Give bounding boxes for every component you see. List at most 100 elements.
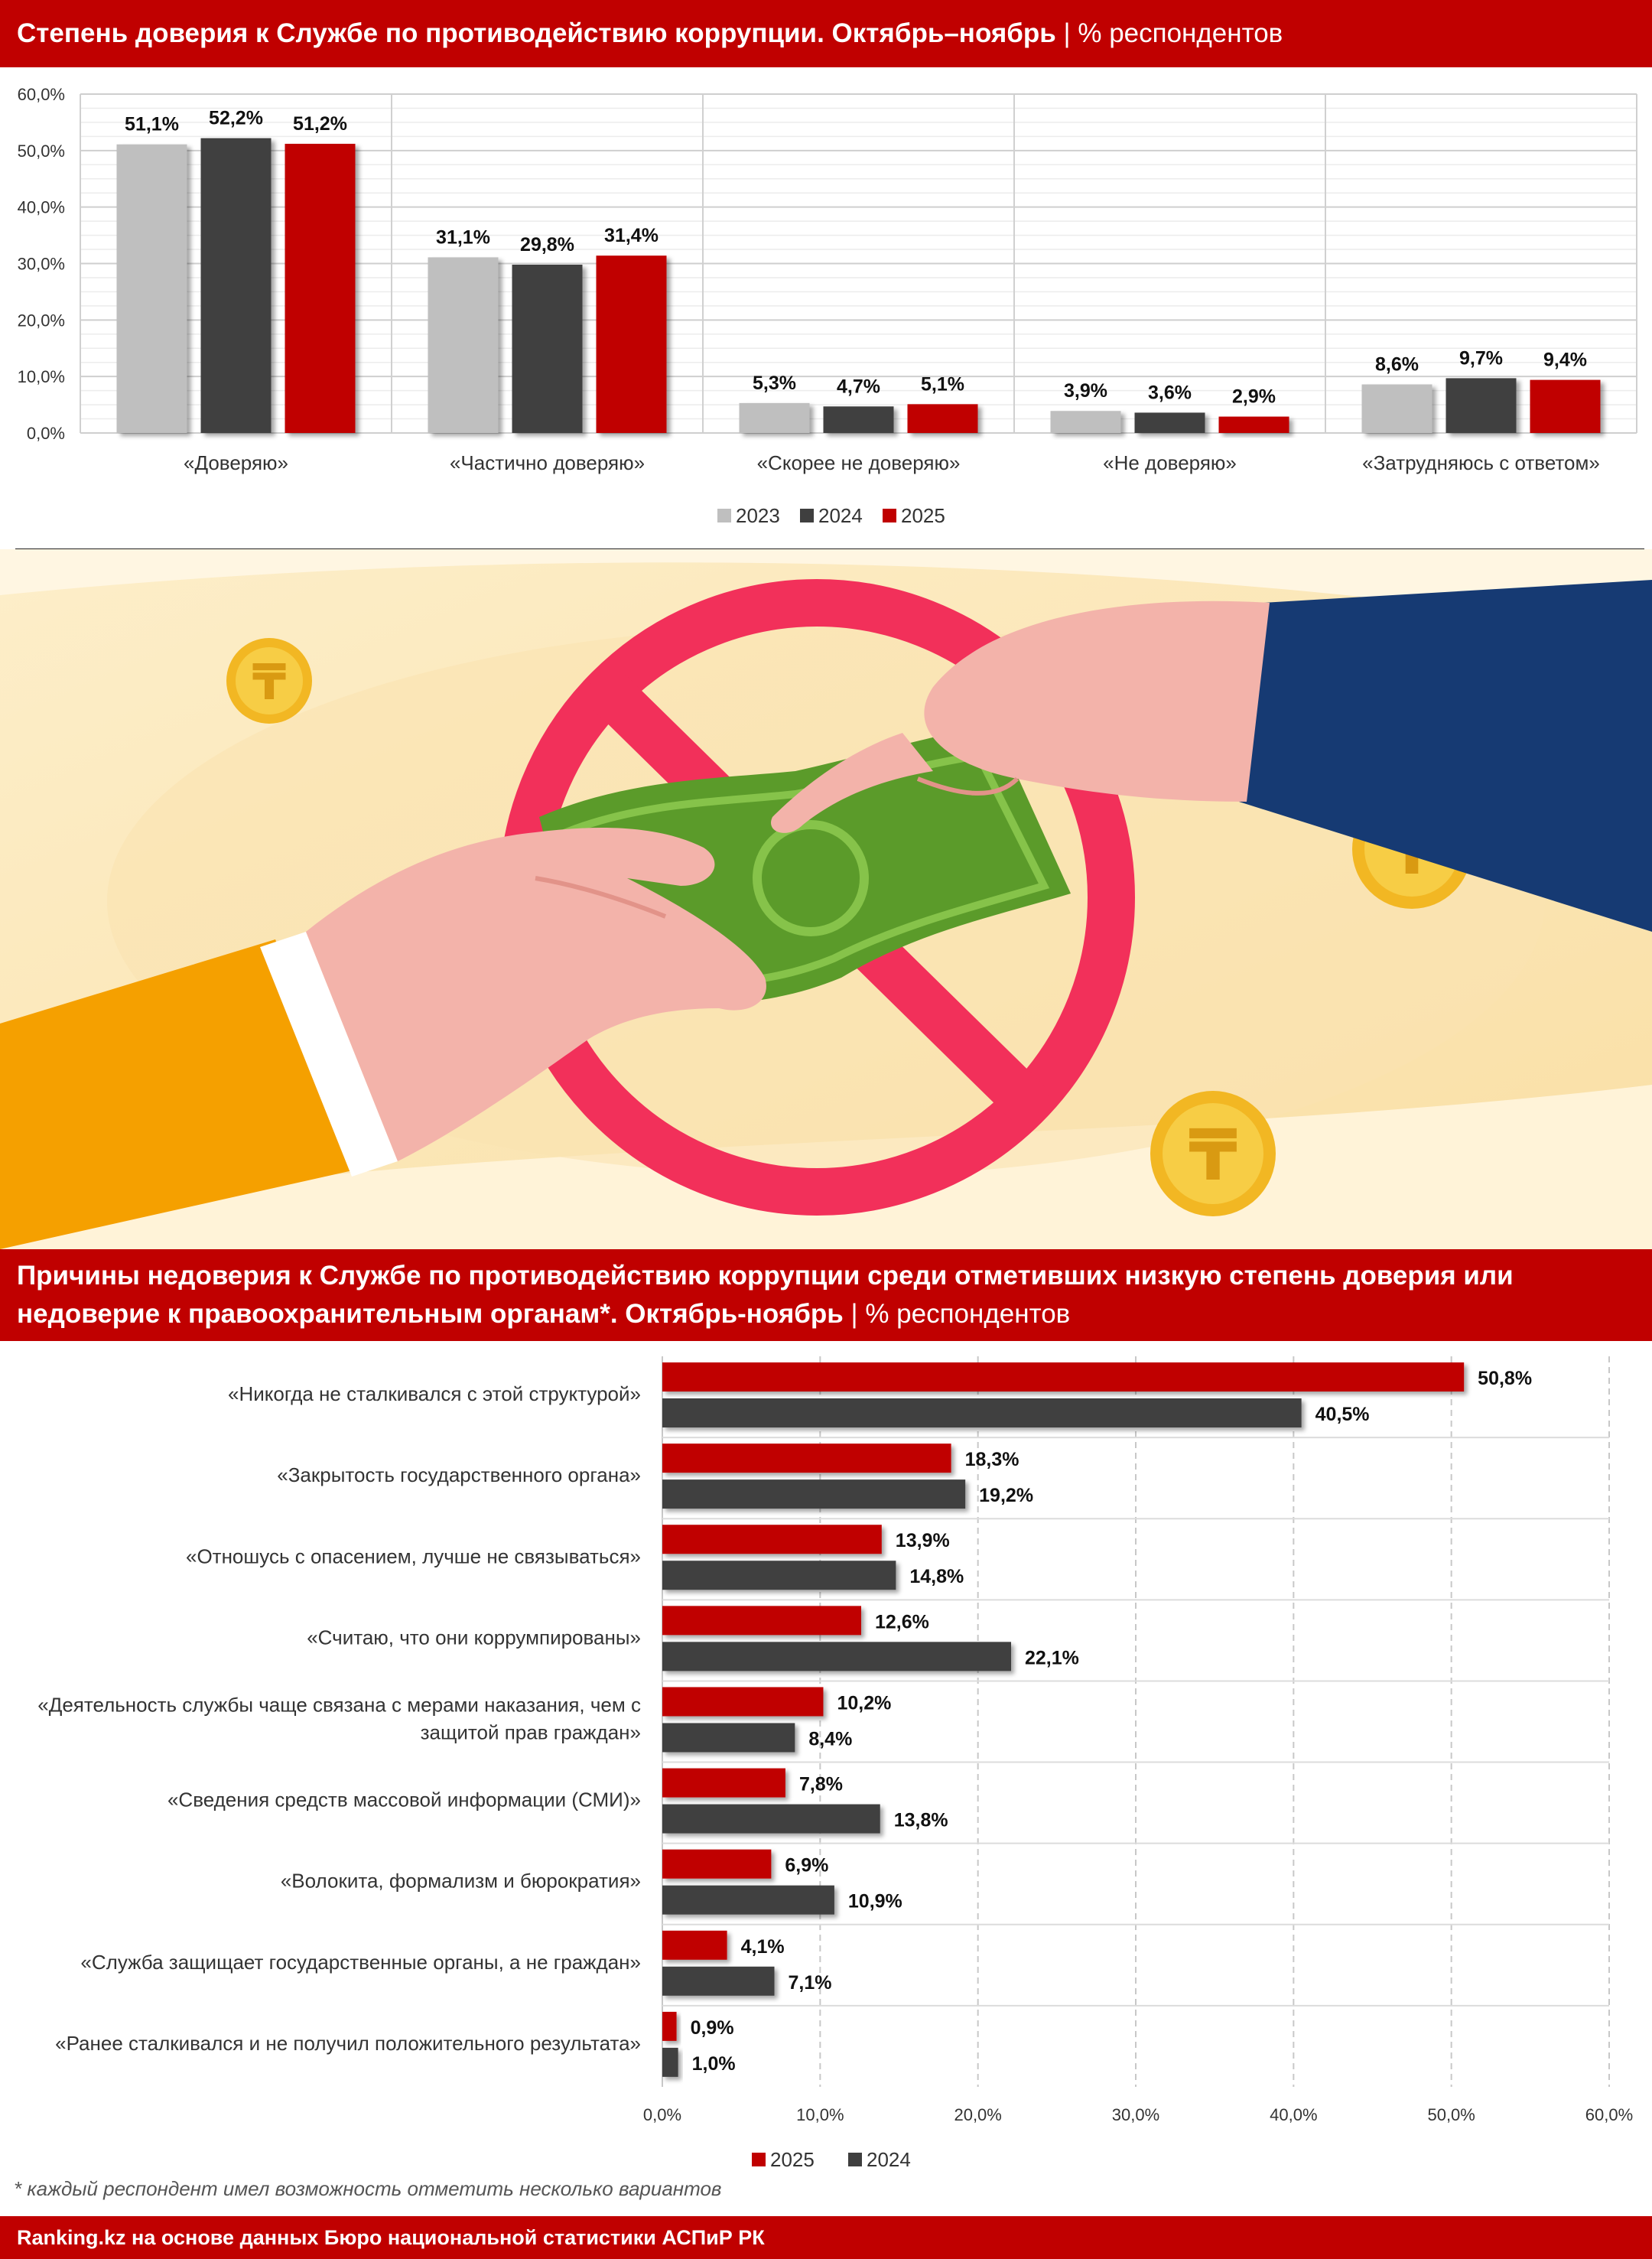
bar-2025 [662, 1444, 951, 1473]
bar-2024 [662, 2047, 678, 2077]
bar-2025 [285, 143, 356, 433]
bar-2024 [1134, 412, 1205, 433]
legend-swatch [752, 2153, 766, 2166]
y-tick-label: 50,0% [18, 142, 65, 161]
data-label: 51,1% [125, 114, 179, 135]
source-footer: Ranking.kz на основе данных Бюро национа… [0, 2216, 1652, 2259]
category-label: защитой прав граждан» [421, 1721, 641, 1744]
data-label: 6,9% [785, 1855, 828, 1877]
bar-2024 [200, 138, 272, 433]
data-label: 13,8% [894, 1810, 948, 1831]
data-label: 52,2% [209, 108, 263, 129]
bar-2025 [596, 256, 667, 433]
y-tick-label: 40,0% [18, 198, 65, 217]
bar-2024 [662, 1885, 834, 1915]
data-label: 4,7% [837, 376, 880, 397]
x-tick-label: 0,0% [643, 2105, 681, 2124]
data-label: 7,8% [799, 1774, 843, 1795]
bar-2025 [662, 1525, 882, 1554]
hand-giving-money-icon [0, 828, 766, 1249]
bar-2025 [1530, 379, 1601, 433]
data-label: 12,6% [875, 1611, 929, 1632]
category-label: «Отношусь с опасением, лучше не связыват… [186, 1545, 641, 1567]
bar-2024 [662, 1561, 896, 1590]
legend-swatch [848, 2153, 862, 2166]
category-label: «Деятельность службы чаще связана с мера… [37, 1694, 641, 1717]
data-label: 31,4% [604, 225, 659, 246]
y-tick-label: 10,0% [18, 367, 65, 386]
category-label: «Доверяю» [184, 451, 288, 474]
bar-2024 [662, 1966, 775, 1996]
chart2-unit: % респондентов [865, 1299, 1071, 1329]
legend-swatch [883, 509, 896, 522]
data-label: 4,1% [741, 1936, 785, 1958]
data-label: 9,4% [1543, 350, 1587, 371]
data-label: 7,1% [788, 1972, 831, 1994]
category-label: «Никогда не сталкивался с этой структуро… [228, 1382, 641, 1405]
bar-2023 [116, 144, 187, 433]
chart2-title-line2: недоверие к правоохранительным органам*.… [17, 1299, 844, 1329]
data-label: 22,1% [1025, 1647, 1079, 1668]
category-label: «Ранее сталкивался и не получил положите… [55, 2032, 641, 2055]
category-label: «Не доверяю» [1103, 451, 1237, 474]
bar-2025 [662, 1606, 861, 1636]
chart2-title-line1: Причины недоверия к Службе по противодей… [17, 1261, 1514, 1291]
chart1-title-banner: Степень доверия к Службе по противодейст… [0, 0, 1652, 67]
y-tick-label: 20,0% [18, 311, 65, 330]
data-label: 19,2% [979, 1485, 1033, 1506]
x-tick-label: 60,0% [1585, 2105, 1633, 2124]
bar-2024 [662, 1723, 795, 1753]
data-label: 18,3% [965, 1449, 1019, 1470]
x-tick-label: 40,0% [1270, 2105, 1317, 2124]
data-label: 31,1% [436, 226, 490, 248]
data-label: 8,4% [808, 1728, 852, 1750]
category-label: «Закрытость государственного органа» [277, 1463, 641, 1486]
y-tick-label: 0,0% [27, 424, 65, 443]
bar-2024 [1446, 378, 1517, 433]
data-label: 51,2% [293, 113, 347, 135]
chart1-unit: % респондентов [1078, 18, 1283, 48]
chart2-title-separator: | [843, 1299, 866, 1329]
chart1-title: Степень доверия к Службе по противодейст… [17, 18, 1056, 48]
x-tick-label: 30,0% [1112, 2105, 1159, 2124]
legend-swatch [717, 509, 731, 522]
legend-swatch [800, 509, 814, 522]
svg-text:₸: ₸ [1189, 1115, 1237, 1196]
x-tick-label: 20,0% [954, 2105, 1001, 2124]
source-text: Ranking.kz на основе данных Бюро национа… [17, 2226, 765, 2249]
data-label: 5,3% [753, 373, 796, 394]
distrust-reasons-chart: 0,0% 10,0% 20,0% 30,0% 40,0% 50,0% 60,0% 50,8%… [37, 1356, 1633, 2171]
data-label: 13,9% [896, 1530, 950, 1551]
bar-2025 [662, 1849, 772, 1879]
bar-2023 [1361, 384, 1432, 433]
category-label: «Сведения средств массовой информации (С… [167, 1789, 641, 1811]
anti-corruption-illustration: ₸ ₸ ₸ ₸ [0, 549, 1652, 1249]
bar-2024 [662, 1804, 880, 1834]
bar-2025 [662, 1768, 785, 1798]
chart1-title-separator: | [1055, 18, 1078, 48]
category-label: «Служба защищает государственные органы,… [80, 1951, 641, 1974]
data-label: 10,9% [848, 1891, 902, 1912]
tenge-glyph: ₸ [252, 655, 287, 711]
data-label: 29,8% [520, 234, 574, 256]
category-label: «Скорее не доверяю» [757, 451, 961, 474]
y-tick-label: 30,0% [18, 255, 65, 274]
bar-2024 [662, 1398, 1302, 1427]
legend-label: 2023 [736, 504, 780, 527]
data-label: 1,0% [692, 2053, 736, 2075]
tenge-coin-icon: ₸ [1150, 1091, 1276, 1216]
data-label: 8,6% [1375, 354, 1419, 376]
footnote: * каждый респондент имел возможность отм… [14, 2177, 722, 2200]
legend-label: 2024 [867, 2148, 911, 2171]
category-label: «Считаю, что они коррумпированы» [307, 1626, 641, 1649]
bar-2023 [1050, 411, 1121, 433]
legend-label: 2025 [901, 504, 945, 527]
data-label: 50,8% [1478, 1368, 1532, 1389]
category-label: «Волокита, формализм и бюрократия» [281, 1870, 641, 1893]
data-label: 9,7% [1459, 347, 1503, 369]
trust-level-chart: 0,0% 10,0% 20,0% 30,0% 40,0% 50,0% 60,0% 51,1%… [18, 85, 1637, 527]
data-label: 40,5% [1315, 1404, 1370, 1425]
bar-2024 [662, 1479, 966, 1509]
category-label: «Частично доверяю» [450, 451, 645, 474]
data-label: 2,9% [1232, 386, 1276, 408]
